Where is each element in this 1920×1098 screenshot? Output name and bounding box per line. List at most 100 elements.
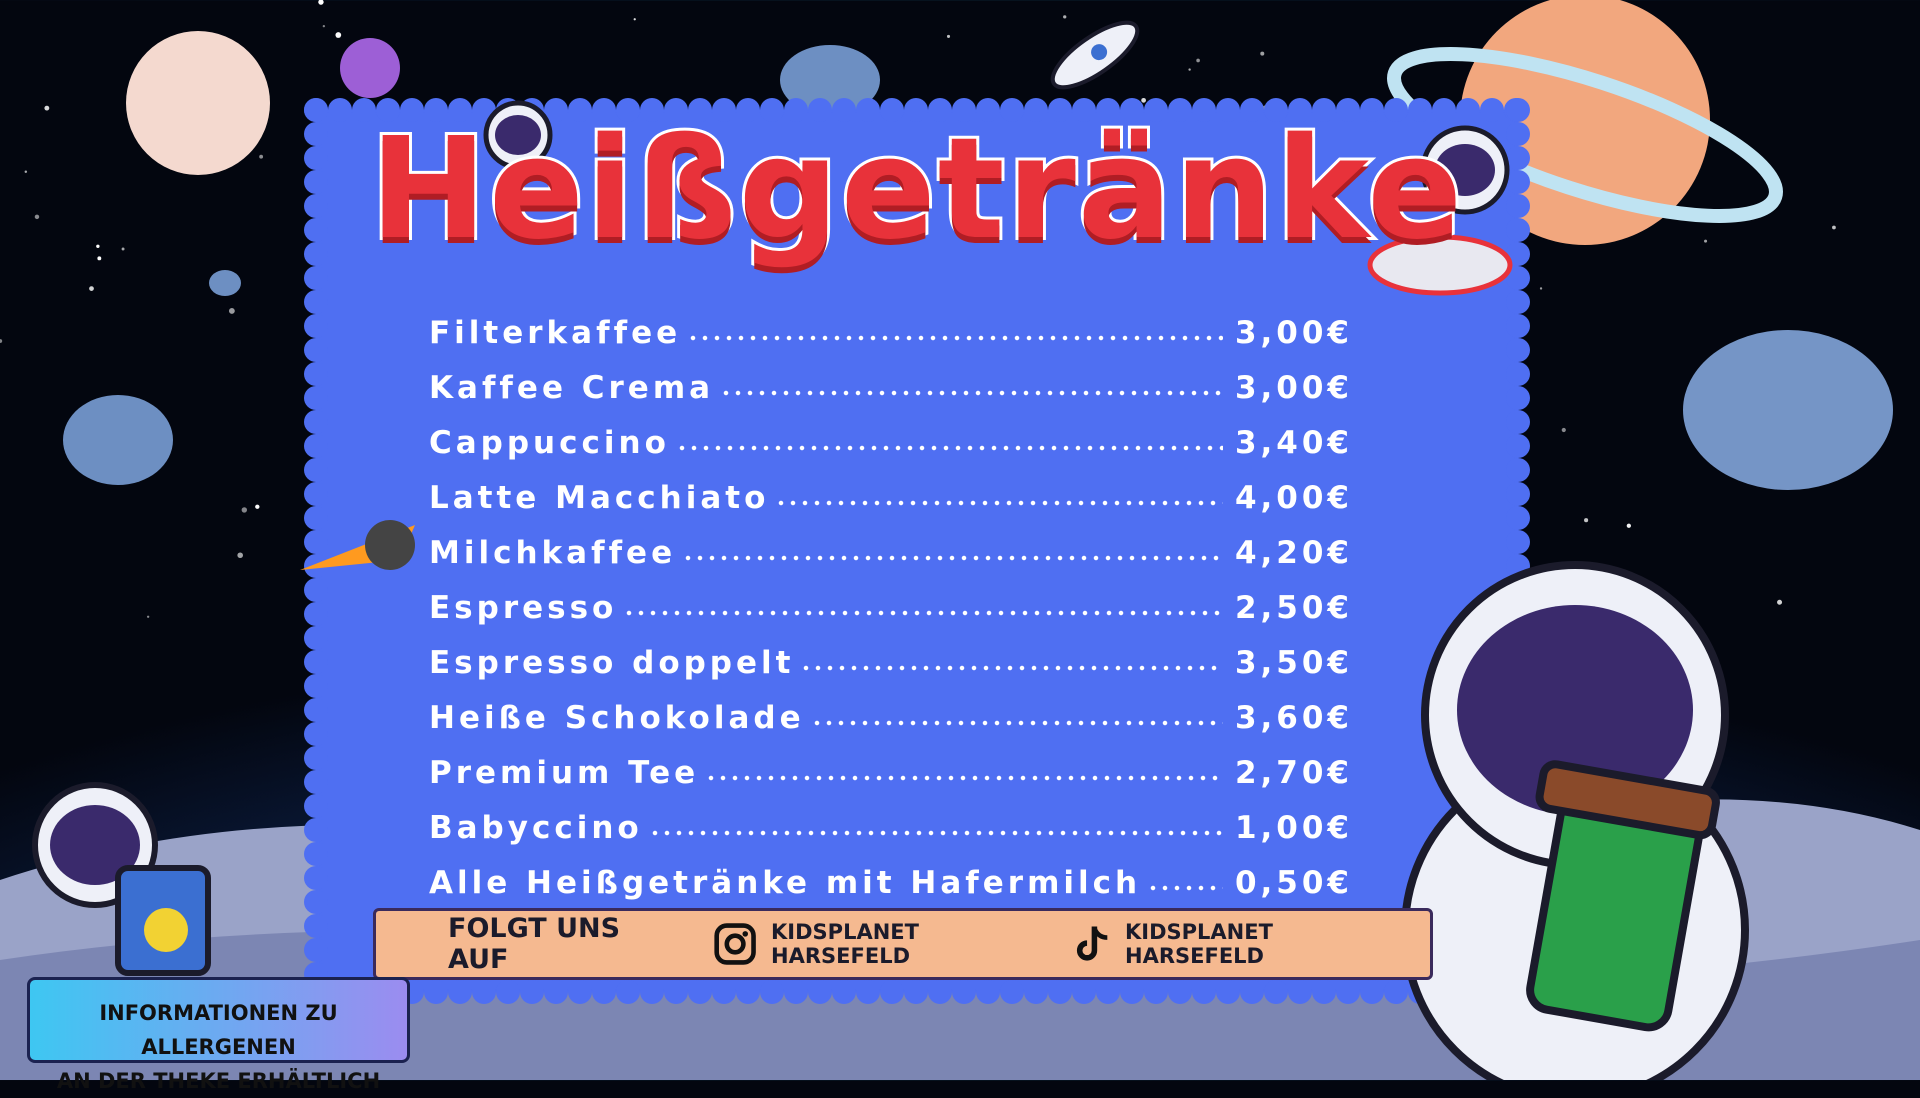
dot-leader	[705, 775, 1223, 781]
astronaut	[1401, 561, 1749, 1080]
panel-edge	[784, 980, 808, 1004]
panel-edge	[1456, 98, 1480, 122]
panel-edge	[1360, 980, 1384, 1004]
panel-edge	[1432, 98, 1456, 122]
panel-edge	[304, 170, 328, 194]
panel-edge	[328, 98, 352, 122]
panel-edge	[304, 914, 328, 938]
star	[322, 25, 326, 28]
panel-edge	[304, 818, 328, 842]
panel-edge	[712, 980, 736, 1004]
panel-edge	[1312, 98, 1336, 122]
panel-edge	[808, 980, 832, 1004]
dot-leader	[675, 445, 1223, 451]
item-name: Babyccino	[429, 810, 643, 846]
panel-edge	[304, 698, 328, 722]
dot-leader	[720, 390, 1223, 396]
item-name: Latte Macchiato	[429, 480, 770, 516]
panel-edge	[1096, 980, 1120, 1004]
star	[1832, 225, 1836, 230]
panel-edge	[304, 794, 328, 818]
instagram-icon	[714, 923, 756, 965]
star	[1777, 599, 1783, 605]
panel-edge	[616, 98, 640, 122]
panel-edge	[904, 98, 928, 122]
panel-edge	[736, 98, 760, 122]
astronaut-small	[32, 782, 211, 976]
star	[44, 105, 50, 111]
dot-leader	[687, 335, 1223, 341]
title: Heißgetränke	[367, 108, 1465, 271]
star	[97, 256, 102, 261]
panel-edge	[1506, 266, 1530, 290]
menu-row: Latte Macchiato 4,00€	[429, 461, 1353, 516]
item-price: 3,50€	[1234, 645, 1353, 681]
panel-edge	[1506, 410, 1530, 434]
panel-edge	[304, 410, 328, 434]
asteroid	[209, 270, 241, 296]
panel-edge	[712, 98, 736, 122]
panel-edge	[856, 980, 880, 1004]
item-name: Heiße Schokolade	[429, 700, 805, 736]
panel-edge	[1384, 98, 1408, 122]
panel-edge	[1336, 980, 1360, 1004]
panel-edge	[304, 98, 328, 122]
star	[1188, 68, 1191, 71]
panel-edge	[1216, 98, 1240, 122]
menu-row: Kaffee Crema 3,00€	[429, 351, 1353, 406]
item-name: Cappuccino	[429, 425, 670, 461]
panel-edge	[304, 530, 328, 554]
menu-row: Filterkaffee 3,00€	[429, 296, 1353, 351]
item-price: 3,60€	[1234, 700, 1353, 736]
panel-edge	[304, 626, 328, 650]
panel-edge	[1506, 290, 1530, 314]
item-price: 3,00€	[1234, 315, 1353, 351]
panel-edge	[544, 980, 568, 1004]
panel-edge	[1288, 98, 1312, 122]
panel-edge	[304, 242, 328, 266]
panel-edge	[1072, 980, 1096, 1004]
panel-edge	[304, 434, 328, 458]
panel-edge	[1192, 98, 1216, 122]
star	[633, 18, 636, 21]
item-name: Espresso doppelt	[429, 645, 795, 681]
panel-edge	[904, 980, 928, 1004]
panel-edge	[1240, 98, 1264, 122]
panel-edge	[304, 266, 328, 290]
panel-edge	[1000, 98, 1024, 122]
notice-line: INFORMATIONEN ZU ALLERGENEN	[99, 1001, 338, 1059]
item-price: 3,40€	[1234, 425, 1353, 461]
panel-edge	[472, 980, 496, 1004]
panel-edge	[1264, 980, 1288, 1004]
panel-edge	[640, 980, 664, 1004]
panel-edge	[1336, 98, 1360, 122]
panel-edge	[448, 980, 472, 1004]
panel-edge	[976, 98, 1000, 122]
social-bar: FOLGT UNS AUF KIDSPLANET HARSEFELD KIDSP…	[373, 908, 1433, 980]
panel-edge	[1144, 98, 1168, 122]
panel-edge	[1264, 98, 1288, 122]
panel-edge	[1120, 980, 1144, 1004]
panel-edge	[304, 218, 328, 242]
panel-edge	[784, 98, 808, 122]
panel-edge	[1506, 122, 1530, 146]
item-price: 2,50€	[1234, 590, 1353, 626]
item-name: Filterkaffee	[429, 315, 682, 351]
panel-edge	[304, 314, 328, 338]
panel-edge	[1480, 98, 1504, 122]
item-name: Premium Tee	[429, 755, 700, 791]
menu-row: Heiße Schokolade 3,60€	[429, 681, 1353, 736]
star	[121, 247, 125, 251]
panel-edge	[304, 146, 328, 170]
panel-edge	[520, 980, 544, 1004]
panel-edge	[304, 482, 328, 506]
star	[1539, 287, 1543, 290]
panel-edge	[1506, 434, 1530, 458]
panel-edge	[304, 362, 328, 386]
star	[1626, 523, 1631, 528]
panel-edge	[1384, 980, 1408, 1004]
panel-edge	[1506, 194, 1530, 218]
panel-edge	[304, 674, 328, 698]
panel-edge	[304, 338, 328, 362]
